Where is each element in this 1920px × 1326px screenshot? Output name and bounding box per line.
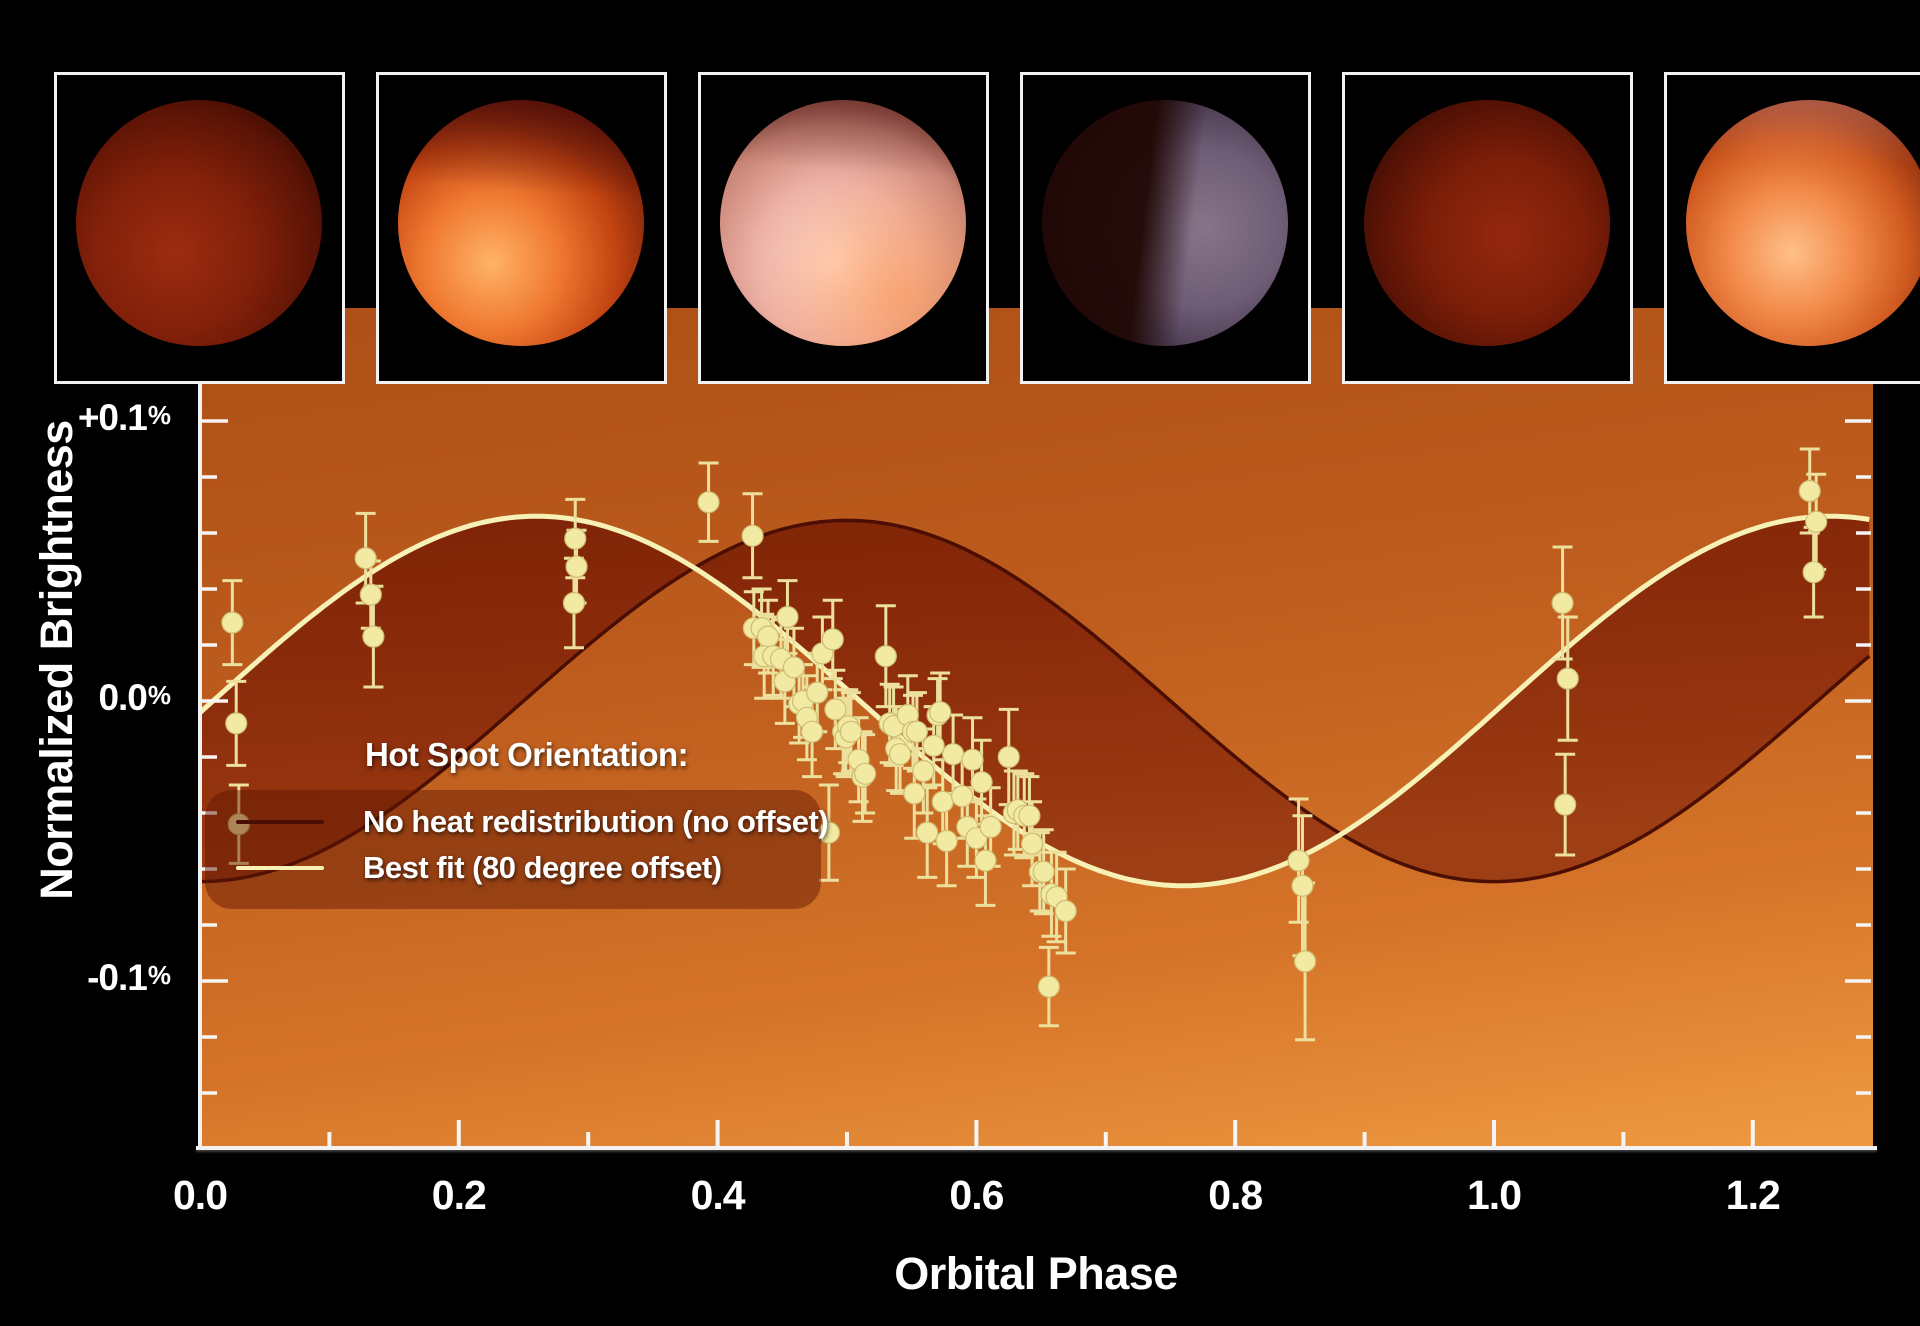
data-point [824,698,847,721]
y-tick-label: -0.1% [87,957,171,998]
data-point [1020,832,1044,855]
data-point [970,771,993,794]
data-point [741,524,764,547]
legend-item-best-fit: Best fit (80 degree offset) [205,848,821,888]
data-point [931,790,954,813]
data-point [1293,950,1317,973]
planet-snapshot-6 [1664,72,1920,384]
data-point [1054,899,1077,923]
data-point [362,625,385,648]
planet-snapshot-1 [54,72,345,384]
no-offset-curve [200,518,1871,884]
y-tick-label: +0.1% [77,397,171,438]
data-point [979,815,1002,839]
data-point [888,743,912,766]
data-point [565,555,588,578]
phase-curve-plot [200,363,1871,1148]
data-point [1554,793,1577,816]
planet-snapshot-2 [376,72,667,384]
x-axis-line [196,1146,1877,1150]
model-difference-band [200,516,1870,886]
planet-render-warming-icon [398,100,644,346]
data-point [912,759,935,783]
data-point [951,785,974,808]
legend-box: No heat redistribution (no offset) Best … [205,790,829,909]
x-tick-label: 0.4 [690,1172,746,1218]
legend-item-label: Best fit (80 degree offset) [363,850,722,885]
data-point [905,720,928,743]
x-tick-label: 0.2 [431,1172,487,1218]
y-axis-line [198,308,202,1150]
data-point [776,605,799,629]
data-point [903,782,926,805]
data-point [782,656,806,679]
x-tick-label: 0.8 [1208,1172,1263,1218]
data-point [817,821,840,844]
data-point [806,681,829,704]
data-point [1032,860,1055,883]
x-tick-label: 0.6 [949,1172,1004,1218]
x-axis-title: Orbital Phase [894,1248,1178,1299]
data-point [916,821,939,844]
data-points [221,479,1828,998]
y-tick-label: 0.0% [98,677,171,718]
data-point [1802,561,1825,584]
data-point [1551,591,1574,615]
planet-render-warming-icon [1686,100,1920,346]
data-point [562,591,586,615]
data-point [800,720,824,743]
planet-snapshot-5 [1342,72,1633,384]
data-point [1018,804,1041,827]
planet-render-night-side-icon [1364,100,1610,346]
data-point [935,829,958,853]
data-point [929,701,952,724]
planet-render-terminator-icon [1042,100,1288,346]
data-point [1556,667,1579,690]
data-point [974,849,997,872]
x-tick-label: 1.0 [1467,1172,1522,1218]
data-point [1798,479,1821,503]
best-fit-line-swatch [236,866,324,870]
legend-item-no-offset: No heat redistribution (no offset) [205,802,829,842]
y-axis-title: Normalized Brightness [31,420,82,900]
planet-snapshot-4 [1020,72,1311,384]
data-point [221,611,244,634]
data-point [961,748,984,771]
no-offset-line-swatch [236,820,324,824]
data-point [359,583,382,606]
planet-render-hot-spot-facing-icon [720,100,966,346]
data-point [756,625,780,648]
data-point [227,813,250,836]
data-point [874,645,897,668]
data-point [697,491,720,514]
data-point [564,527,587,550]
planet-render-night-side-icon [76,100,322,346]
data-point [942,743,965,766]
x-tick-label: 0.0 [173,1172,228,1218]
x-tick-label: 1.2 [1725,1172,1781,1218]
data-point [354,547,377,570]
data-point [1037,975,1060,998]
data-point [1805,510,1828,533]
data-point [854,762,877,785]
data-point [225,712,248,735]
data-point [821,628,844,651]
data-point [839,720,862,743]
legend-title: Hot Spot Orientation: [365,736,689,773]
planet-snapshot-3 [698,72,989,384]
data-point [1287,849,1310,872]
data-point [997,745,1020,769]
data-point [922,734,945,757]
legend-item-label: No heat redistribution (no offset) [363,804,829,839]
data-point [1291,874,1314,897]
